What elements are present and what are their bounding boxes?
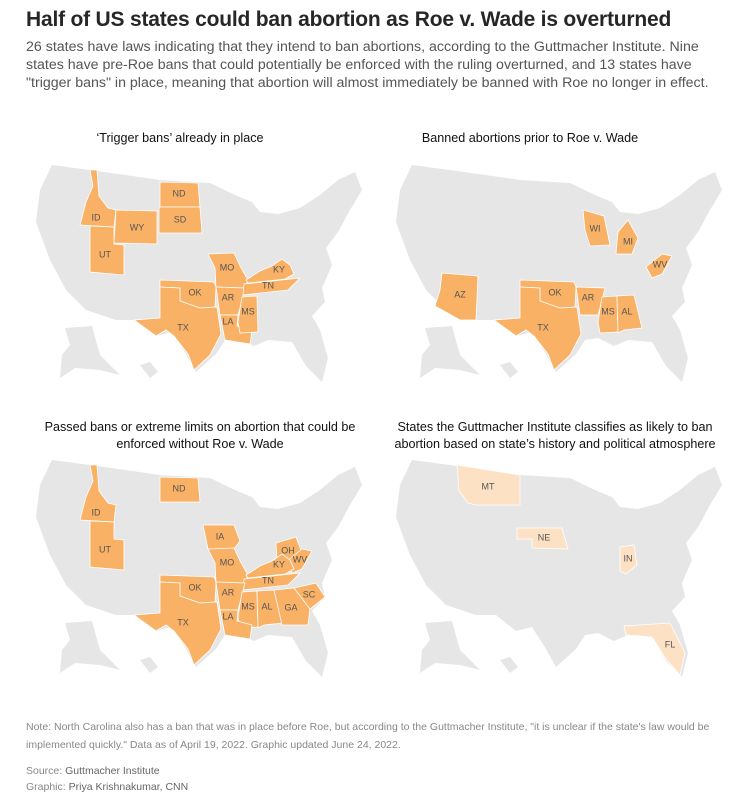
alaska: [60, 621, 120, 673]
state-tn: [242, 277, 302, 296]
state-sc: [293, 582, 326, 610]
state-label-id: ID: [92, 507, 102, 517]
state-label-tn: TN: [262, 280, 274, 290]
state-label-tn: TN: [262, 575, 274, 585]
state-label-ms: MS: [601, 306, 615, 316]
state-label-ok: OK: [548, 287, 561, 297]
state-label-mo: MO: [220, 557, 235, 567]
state-label-sd: SD: [174, 214, 187, 224]
state-label-sc: SC: [303, 589, 316, 599]
state-al: [256, 589, 283, 629]
state-ms: [237, 295, 259, 334]
state-ut: [89, 520, 125, 571]
hawaii: [500, 362, 518, 378]
state-label-wv: WV: [653, 259, 668, 269]
state-label-al: AL: [621, 306, 632, 316]
graphic-label: Graphic:: [26, 781, 69, 793]
state-label-ia: IA: [216, 531, 225, 541]
state-nd: [159, 476, 201, 503]
state-label-id: ID: [92, 212, 102, 222]
state-label-mt: MT: [482, 481, 495, 491]
state-sd: [158, 206, 203, 234]
state-mi: [615, 219, 639, 255]
state-mt: [456, 464, 521, 506]
map-pre-roe-bans: WI MI WV AZ OK AR TX MS AL: [396, 165, 722, 382]
state-label-ky: KY: [273, 264, 285, 274]
us-outline: [396, 460, 722, 677]
graphic-value: Priya Krishnakumar, CNN: [68, 781, 189, 793]
state-wv: [645, 253, 673, 279]
state-ky: [245, 258, 295, 284]
hawaii: [500, 657, 518, 673]
state-ut: [89, 225, 125, 276]
footer-source: Source: Guttmacher Institute: [26, 762, 726, 780]
state-la: [219, 609, 253, 640]
state-label-mi: MI: [623, 236, 633, 246]
state-wy: [113, 209, 158, 245]
state-tx: [492, 286, 582, 371]
state-label-ky: KY: [273, 559, 285, 569]
map-likely-to-ban: MT NE IN FL: [396, 460, 722, 677]
map-title-likely-to-ban: States the Guttmacher Institute classifi…: [394, 420, 716, 451]
state-label-al: AL: [261, 601, 272, 611]
state-in: [619, 544, 638, 575]
state-label-az: AZ: [454, 289, 466, 299]
state-label-oh: OH: [281, 545, 295, 555]
alaska: [420, 621, 480, 673]
state-tx: [132, 581, 222, 666]
state-az: [434, 272, 479, 321]
state-label-ut: UT: [99, 544, 111, 554]
map-title-trigger-bans: ‘Trigger bans’ already in place: [96, 131, 264, 145]
state-tx: [132, 286, 222, 371]
state-id: [79, 169, 117, 228]
state-label-ar: AR: [222, 587, 235, 597]
state-label-ms: MS: [241, 306, 255, 316]
state-label-wv: WV: [293, 554, 308, 564]
state-wi: [582, 209, 611, 247]
state-label-ok: OK: [188, 287, 201, 297]
state-label-ar: AR: [582, 292, 595, 302]
alaska: [420, 326, 480, 378]
state-ms: [597, 295, 619, 334]
state-label-ms: MS: [241, 601, 255, 611]
footer-note: Note: North Carolina also has a ban that…: [26, 721, 710, 751]
source-label: Source:: [26, 765, 66, 777]
state-ky: [245, 553, 295, 579]
state-label-wy: WY: [130, 222, 145, 232]
hawaii: [140, 362, 158, 378]
state-label-ar: AR: [222, 292, 235, 302]
state-label-nd: ND: [173, 188, 186, 198]
state-label-ne: NE: [538, 532, 551, 542]
map-title-extreme-limits: Passed bans or extreme limits on abortio…: [44, 420, 356, 451]
state-label-tx: TX: [177, 617, 189, 627]
state-label-nd: ND: [173, 483, 186, 493]
state-label-tx: TX: [537, 322, 549, 332]
alaska: [60, 326, 120, 378]
state-fl: [623, 622, 686, 676]
map-title-pre-roe-bans: Banned abortions prior to Roe v. Wade: [421, 131, 639, 145]
map-trigger-bans: ID WY ND SD UT MO AR OK TX LA MS TN KY: [36, 165, 362, 382]
state-label-wi: WI: [590, 223, 601, 233]
page-title: Half of US states could ban abortion as …: [26, 8, 672, 31]
hawaii: [140, 657, 158, 673]
state-ia: [202, 524, 241, 550]
source-value: Guttmacher Institute: [65, 765, 160, 777]
footer-credit: Graphic: Priya Krishnakumar, CNN: [26, 778, 726, 796]
state-label-fl: FL: [665, 639, 676, 649]
state-label-tx: TX: [177, 322, 189, 332]
state-label-in: IN: [624, 553, 633, 563]
state-label-ga: GA: [284, 602, 297, 612]
state-id: [79, 464, 117, 523]
page-subtitle: 26 states have laws indicating that they…: [26, 39, 709, 91]
state-label-mo: MO: [220, 262, 235, 272]
state-al: [616, 294, 643, 334]
state-label-ok: OK: [188, 582, 201, 592]
state-ne: [516, 527, 569, 550]
state-label-ut: UT: [99, 249, 111, 259]
state-label-la: LA: [222, 316, 233, 326]
state-label-la: LA: [222, 611, 233, 621]
